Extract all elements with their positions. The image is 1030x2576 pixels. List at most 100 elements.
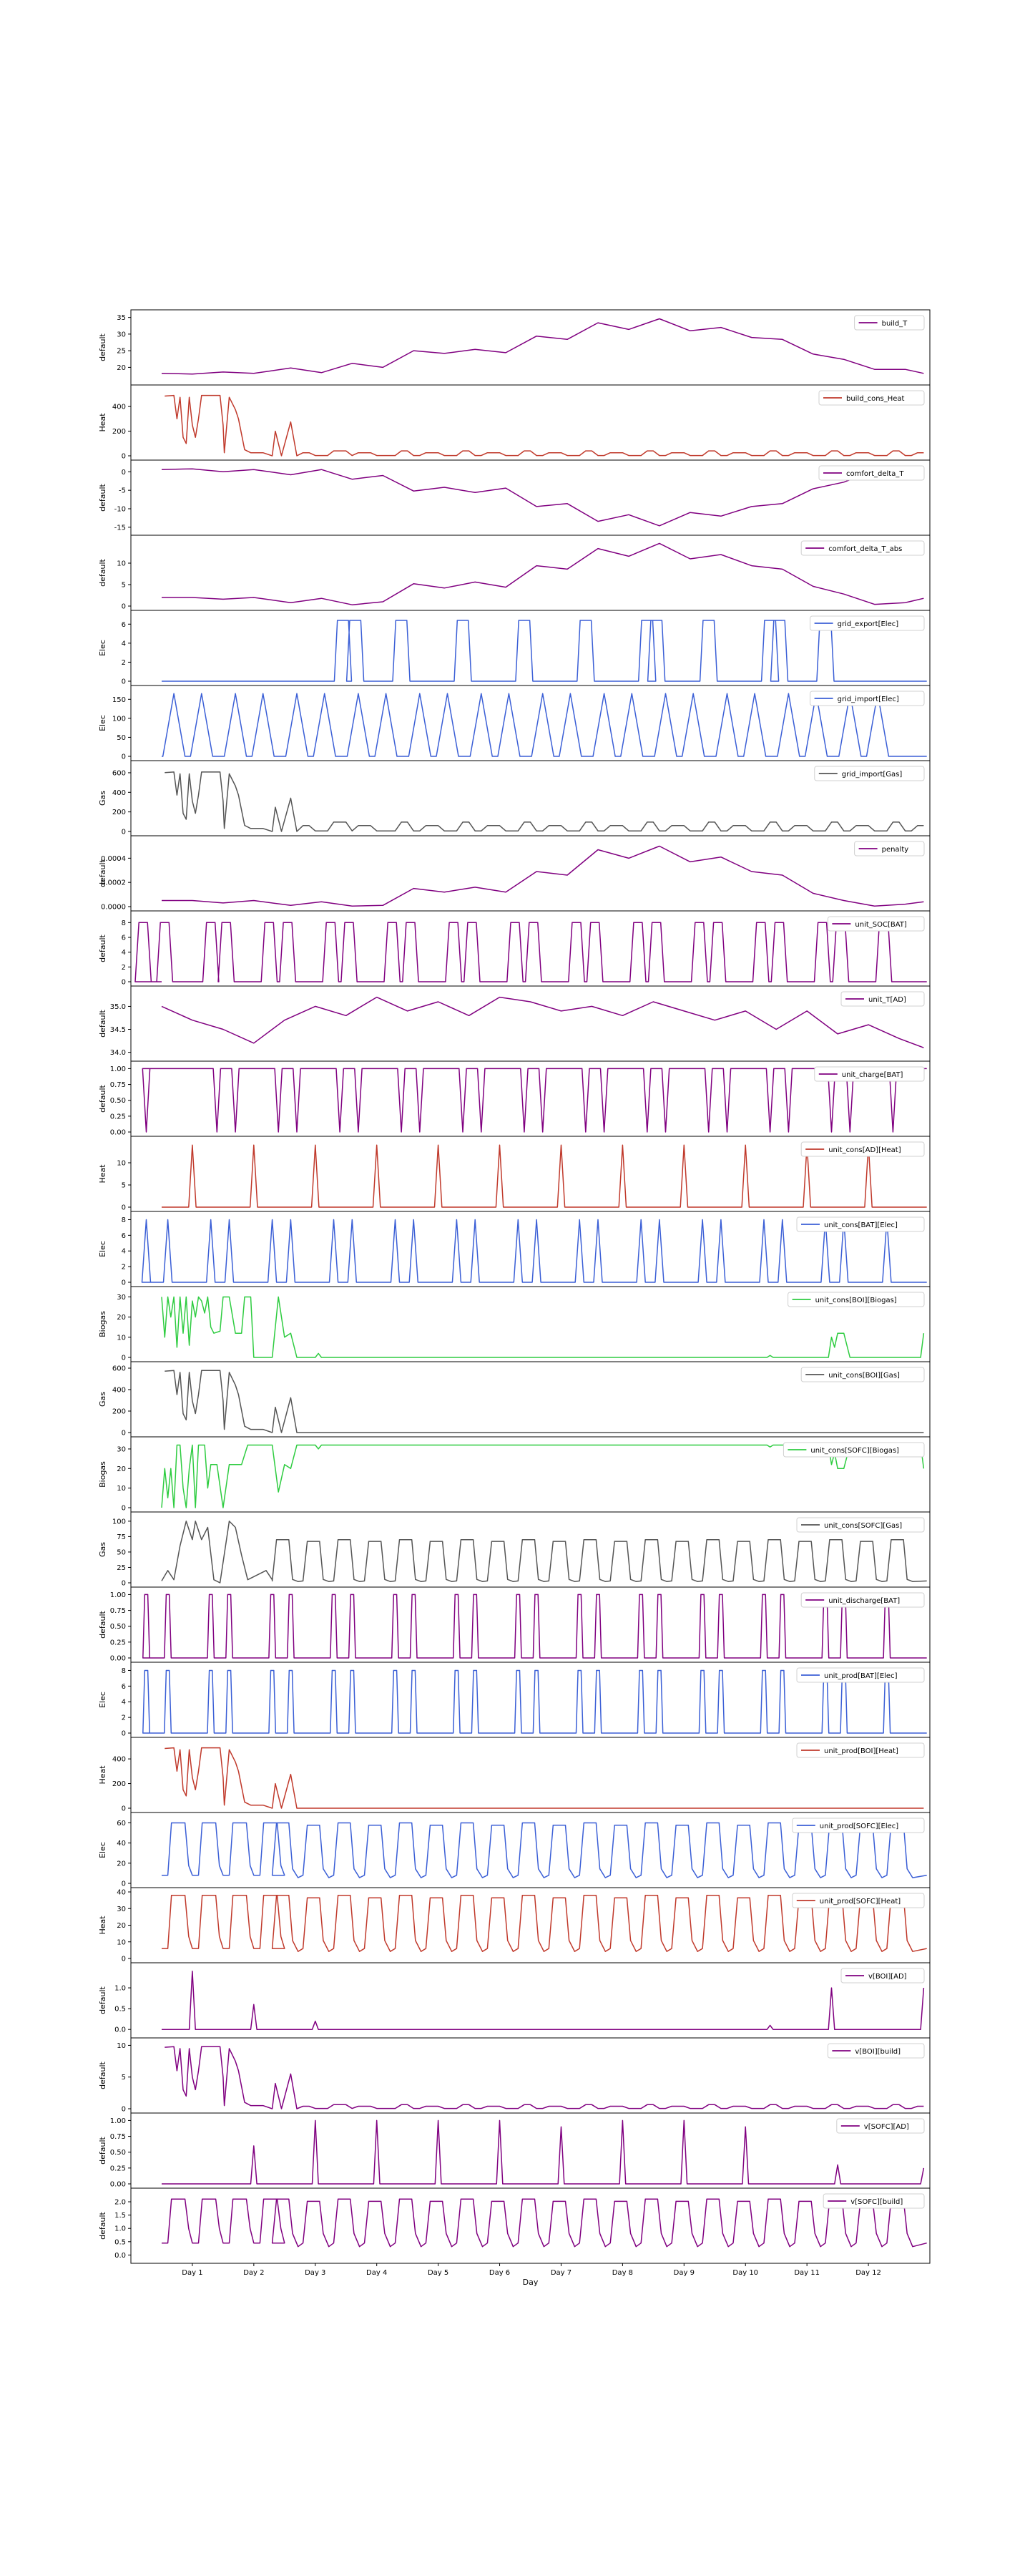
- legend-box: [800, 1592, 925, 1608]
- panel-18: 0 2 4 6 8 Elec unit_prod[BAT][Elec]: [98, 1662, 931, 1738]
- panel-21: 0 10 20 30 40 Heat unit_prod[SOFC][Heat]: [98, 1887, 931, 1963]
- legend-label: comfort_delta_T_abs: [828, 545, 902, 553]
- legend: unit_discharge[BAT]: [800, 1592, 925, 1608]
- y-tick-label: 4: [122, 949, 126, 957]
- y-axis-label: default: [98, 1610, 107, 1638]
- y-tick-label: 20: [117, 1922, 126, 1930]
- series-line-3: [162, 542, 924, 605]
- legend-box: [810, 615, 925, 631]
- y-tick-label: 2: [122, 964, 126, 972]
- legend: unit_cons[BAT][Elec]: [796, 1216, 925, 1232]
- x-tick-label: Day 7: [551, 2269, 572, 2277]
- y-tick-label: 50: [117, 1548, 126, 1556]
- legend: unit_cons[SOFC][Biogas]: [783, 1442, 925, 1458]
- series-line-8: [134, 922, 927, 982]
- y-tick-label: 0: [122, 603, 126, 611]
- y-tick-label: 0: [122, 2106, 126, 2114]
- y-tick-label: 5: [122, 2074, 126, 2082]
- panel-10: 0.00 0.25 0.50 0.75 1.00 default unit_charge[B…: [98, 1060, 931, 1137]
- panel-6: 0 200 400 600 Gas grid_import[Gas]: [98, 760, 931, 836]
- series-line-22: [162, 1971, 925, 2030]
- legend-box: [800, 540, 925, 556]
- legend-label: v[SOFC][AD]: [864, 2123, 909, 2131]
- legend-label: unit_prod[BAT][Elec]: [824, 1672, 898, 1680]
- x-tick-label: Day 5: [428, 2269, 448, 2277]
- y-axis-label: Gas: [98, 1392, 107, 1407]
- y-tick-label: 200: [112, 1780, 126, 1788]
- y-axis-label: default: [98, 333, 107, 361]
- y-tick-label: 10: [117, 2042, 126, 2050]
- y-tick-label: 100: [112, 1518, 126, 1526]
- legend-box: [818, 390, 925, 406]
- y-axis-label: Biogas: [98, 1311, 107, 1337]
- legend-label: grid_import[Gas]: [842, 771, 903, 779]
- series-line-7: [162, 845, 924, 907]
- y-tick-label: 4: [122, 1248, 126, 1256]
- panel-frame: [130, 384, 931, 461]
- legend: unit_T[AD]: [840, 991, 925, 1007]
- y-tick-label: 1.00: [110, 2117, 126, 2125]
- series-line-13: [161, 1296, 925, 1358]
- y-axis-label: default: [98, 1009, 107, 1037]
- series-line-20: [162, 1822, 927, 1878]
- legend: grid_export[Elec]: [810, 615, 925, 631]
- y-tick-label: 0: [122, 1730, 126, 1738]
- y-axis-label: Elec: [98, 715, 107, 731]
- y-tick-label: 6: [122, 1232, 126, 1240]
- panel-25: 0.0 0.5 1.0 1.5 2.0 default v[SOFC][build]: [98, 2187, 931, 2264]
- legend-label: unit_discharge[BAT]: [828, 1597, 900, 1605]
- panel-2: 0 -5 -10 -15 default comfort_delta_T: [98, 459, 931, 536]
- y-tick-label: 400: [112, 1387, 126, 1395]
- x-axis: Day 1 Day 2 Day 3 Day 4 Day 5 Day 6 Day 7 Day 8…: [182, 2263, 881, 2287]
- legend-label: build_cons_Heat: [846, 395, 905, 403]
- y-axis-label: Heat: [98, 1765, 107, 1785]
- y-tick-label: 20: [117, 364, 126, 372]
- panel-11: 0 5 10 Heat unit_cons[AD][Heat]: [98, 1136, 931, 1212]
- y-axis-label: Elec: [98, 1842, 107, 1858]
- y-tick-label: 150: [112, 696, 126, 704]
- y-tick-label: 0: [122, 829, 126, 836]
- series-line-23: [165, 2046, 924, 2109]
- panel-frame: [130, 2187, 931, 2264]
- x-tick-label: Day 9: [674, 2269, 695, 2277]
- y-tick-label: -10: [114, 506, 126, 514]
- legend-label: unit_cons[SOFC][Gas]: [824, 1522, 902, 1530]
- legend-label: unit_cons[BOI][Gas]: [828, 1372, 900, 1380]
- legend-box: [783, 1442, 925, 1458]
- legend: unit_cons[BOI][Gas]: [800, 1367, 925, 1382]
- y-tick-label: 30: [117, 1294, 126, 1302]
- legend: unit_SOC[BAT]: [827, 916, 925, 932]
- y-tick-label: 200: [112, 428, 126, 436]
- series-line-10: [142, 1068, 927, 1133]
- legend-label: penalty: [882, 846, 909, 854]
- y-tick-label: 600: [112, 1365, 126, 1373]
- legend-label: unit_T[AD]: [868, 996, 906, 1004]
- series-line-21: [162, 1894, 927, 1952]
- legend-label: build_T: [882, 320, 908, 328]
- y-tick-label: 0: [122, 1204, 126, 1212]
- y-tick-label: 0.5: [114, 2238, 126, 2246]
- y-tick-label: 2: [122, 659, 126, 667]
- legend-box: [818, 465, 925, 481]
- panel-15: 0 10 20 30 Biogas unit_cons[SOFC][Biogas]: [98, 1436, 931, 1513]
- series-line-4: [162, 620, 927, 682]
- legend-box: [814, 1066, 925, 1082]
- panel-frame: [130, 835, 931, 912]
- y-tick-label: 0.75: [110, 1607, 126, 1615]
- legend-label: grid_export[Elec]: [838, 620, 899, 628]
- legend-label: v[BOI][AD]: [868, 1973, 907, 1981]
- legend-label: unit_cons[BOI][Biogas]: [815, 1297, 897, 1304]
- panel-frame: [130, 459, 931, 536]
- series-line-24: [162, 2119, 925, 2185]
- y-tick-label: 10: [117, 1938, 126, 1946]
- panel-23: 0 5 10 default v[BOI][build]: [98, 2037, 931, 2114]
- legend: unit_prod[BOI][Heat]: [796, 1742, 925, 1758]
- y-tick-label: 60: [117, 1820, 126, 1828]
- y-axis-label: Elec: [98, 1241, 107, 1257]
- series-line-19: [165, 1747, 924, 1809]
- x-tick-label: Day 8: [612, 2269, 633, 2277]
- legend-label: v[BOI][build]: [855, 2048, 901, 2056]
- y-tick-label: 35.0: [110, 1003, 126, 1011]
